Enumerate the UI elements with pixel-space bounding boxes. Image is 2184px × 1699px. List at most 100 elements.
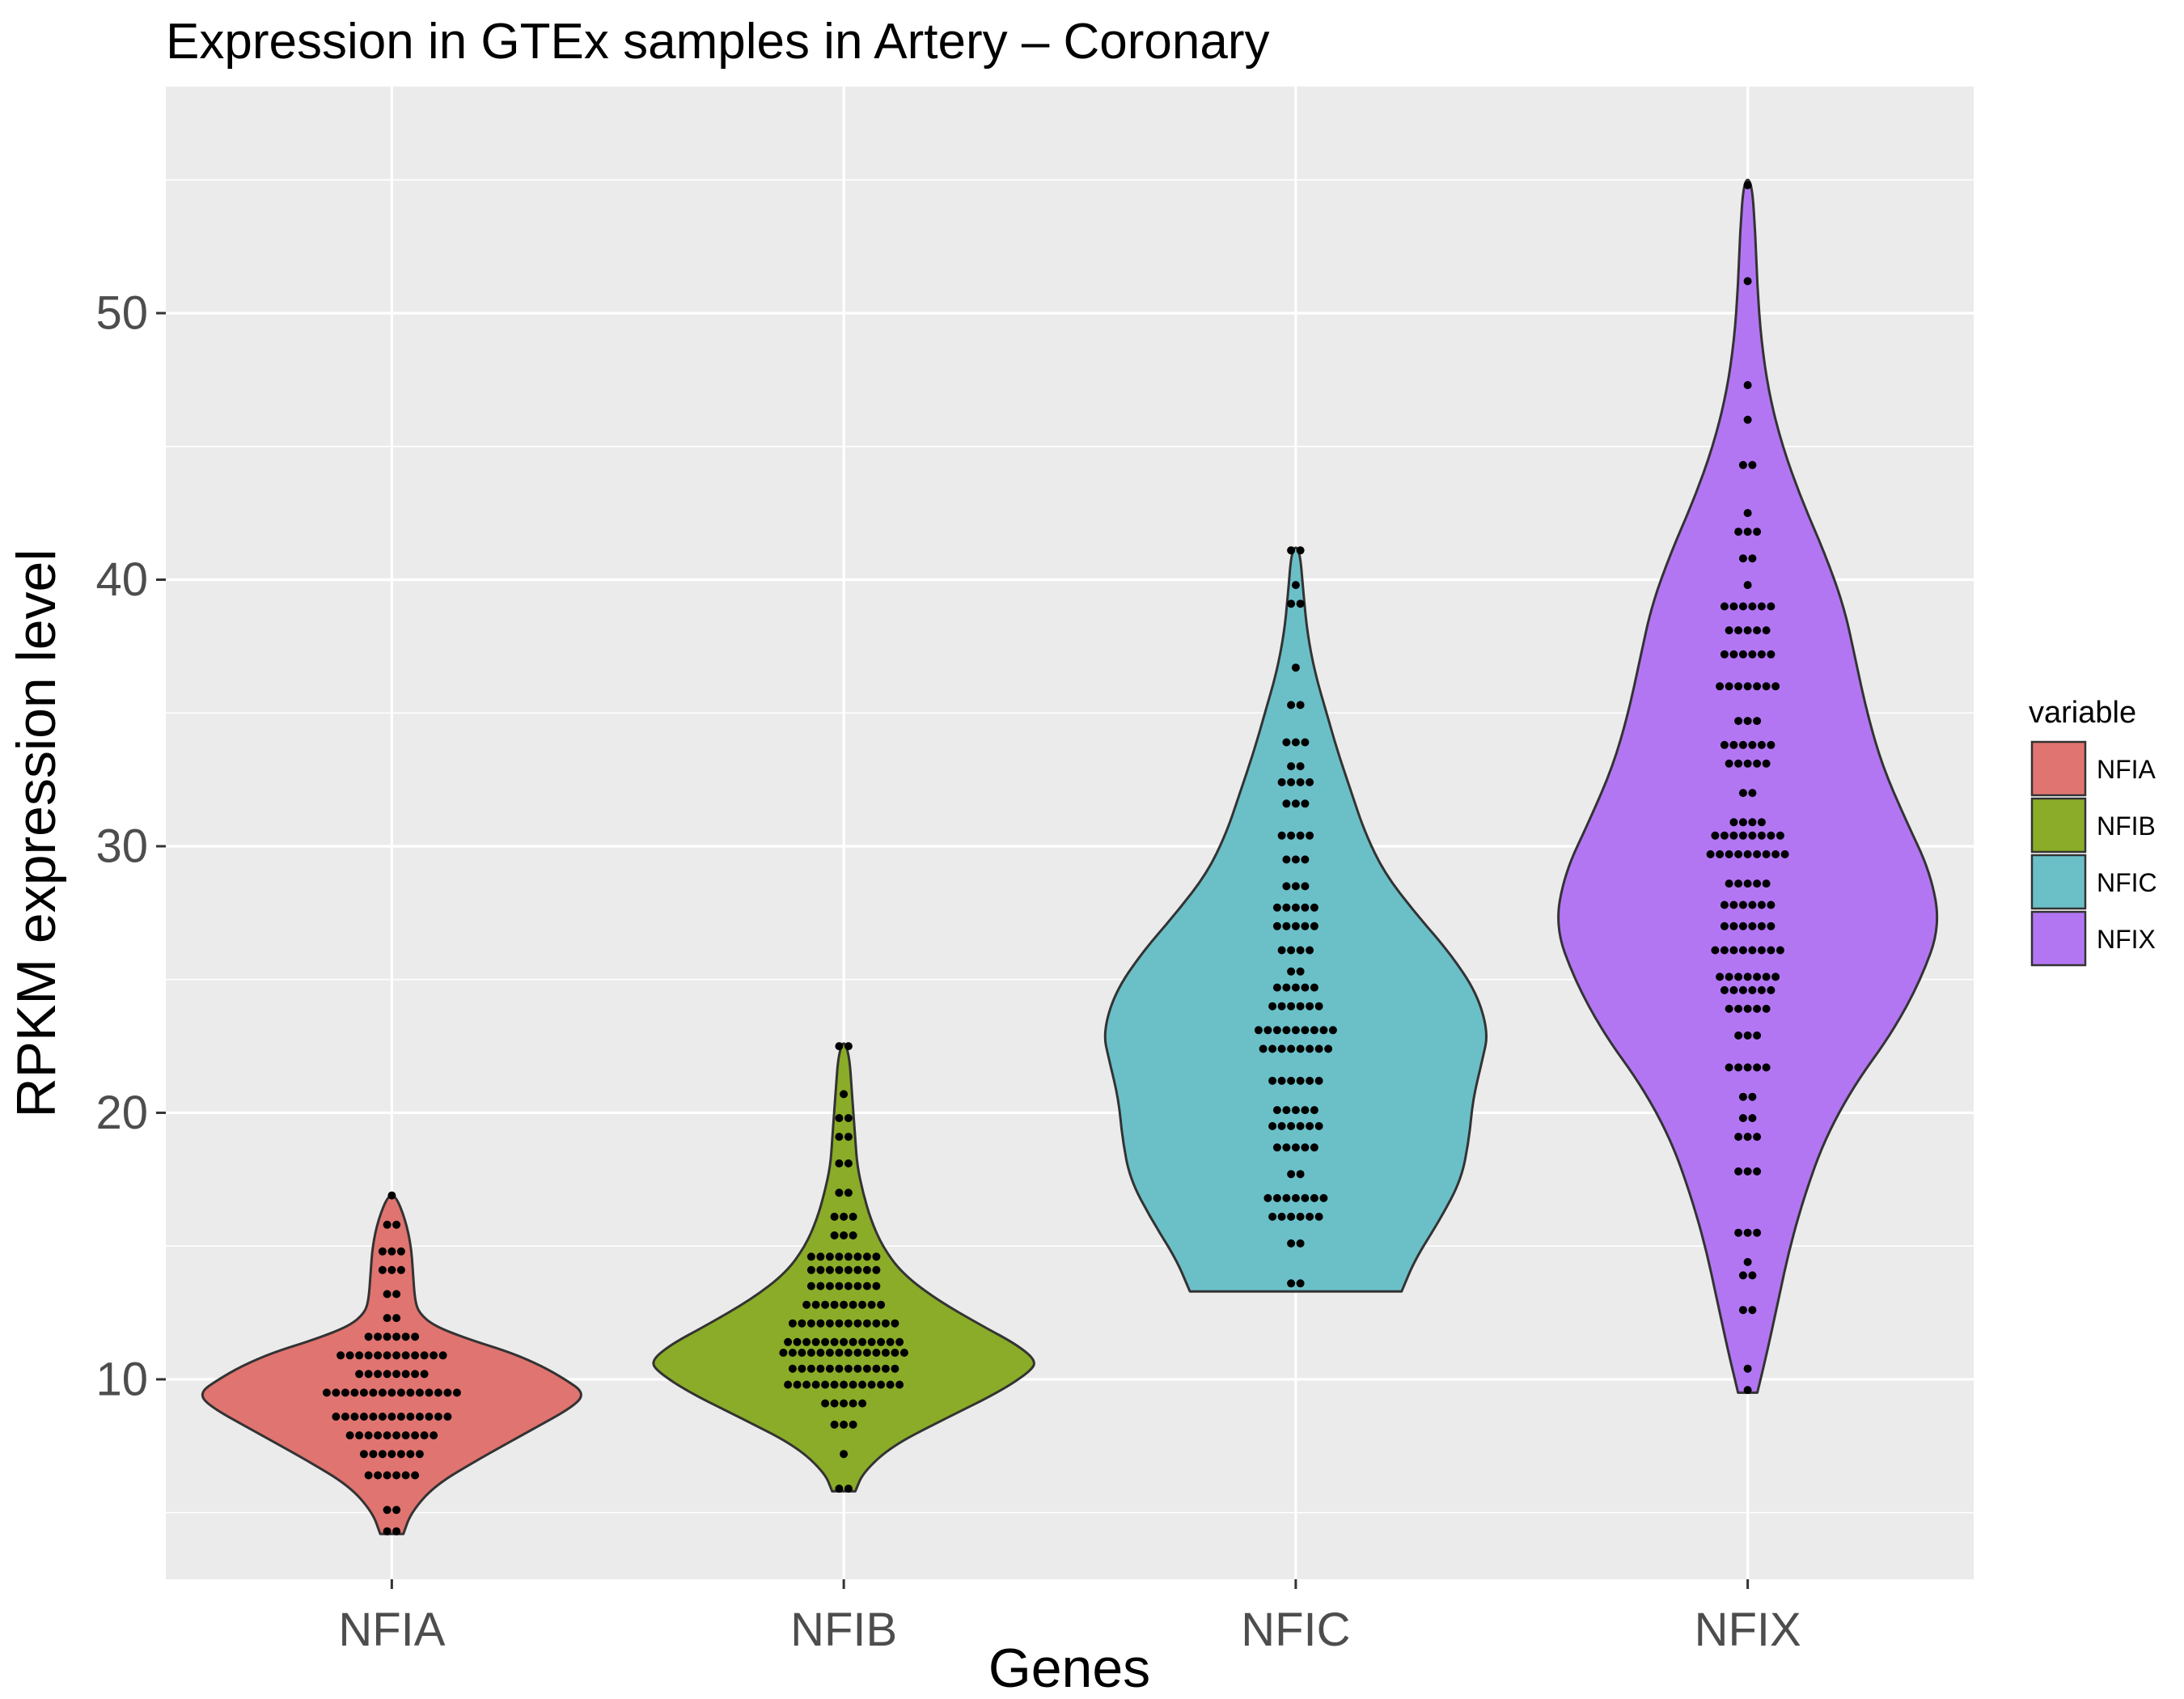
data-point [1743,717,1752,726]
data-point [816,1319,825,1328]
legend-key-nfib [2030,797,2087,854]
data-point [840,1380,849,1389]
dots-nfix [1706,180,1789,1395]
data-point [811,1380,820,1389]
data-point [830,1337,839,1346]
data-point [816,1265,825,1274]
data-point [840,1337,849,1346]
data-point [853,1319,862,1328]
data-point [1738,602,1747,611]
data-point [359,1413,368,1421]
data-point [1725,850,1733,858]
data-point [374,1333,383,1341]
data-point [1729,922,1738,930]
data-point [1743,1031,1752,1040]
data-point [872,1319,881,1328]
data-point [1738,831,1747,840]
data-point [1268,1212,1277,1221]
data-point [881,1319,890,1328]
data-point [840,1090,849,1099]
data-point [840,1450,849,1459]
data-point [383,1314,392,1323]
data-point [1734,717,1743,726]
data-point [1301,922,1310,930]
data-point [825,1282,834,1290]
data-point [396,1388,405,1397]
data-point [401,1351,410,1360]
data-point [840,1399,849,1408]
data-point [1310,1193,1318,1202]
data-point [806,1252,815,1261]
data-point [867,1337,876,1346]
data-point [364,1471,373,1480]
data-point [392,1220,401,1229]
data-point [1753,626,1762,635]
data-point [1729,818,1738,827]
y-axis-title: RPKM expression level [6,549,67,1118]
data-point [1748,922,1757,930]
data-point [1743,1063,1752,1072]
data-point [1306,831,1314,840]
data-point [1743,1133,1752,1142]
data-point [830,1300,839,1309]
data-point [798,1349,806,1357]
data-point [1738,900,1747,909]
data-point [849,1399,857,1408]
data-point [802,1337,811,1346]
data-point [840,1420,849,1429]
data-point [1268,1002,1277,1011]
data-point [411,1333,420,1341]
data-point [1734,1063,1743,1072]
data-point [1753,527,1762,536]
data-point [1743,509,1752,518]
data-point [1743,1257,1752,1266]
data-point [1301,738,1310,747]
data-point [1762,1004,1771,1013]
data-point [830,1399,839,1408]
data-point [1720,922,1729,930]
data-point [383,1333,392,1341]
data-point [1287,1002,1296,1011]
data-point [858,1300,867,1309]
data-point [1738,922,1747,930]
data-point [1296,546,1305,555]
data-point [396,1450,405,1459]
data-point [438,1351,447,1360]
data-point [895,1380,904,1389]
data-point [341,1413,349,1421]
data-point [1743,277,1752,286]
data-point [1287,1121,1296,1130]
data-point [853,1282,862,1290]
data-point [806,1282,815,1290]
data-point [364,1351,373,1360]
data-point [1729,900,1738,909]
data-point [844,1252,853,1261]
data-point [825,1252,834,1261]
legend-label: NFIX [2097,925,2156,954]
data-point [1762,759,1771,768]
data-point [1725,759,1733,768]
data-point [1287,1212,1296,1221]
data-point [1720,602,1729,611]
data-point [844,1265,853,1274]
data-point [387,1247,396,1256]
data-point [401,1471,410,1480]
data-point [1287,777,1296,786]
data-point [387,1265,396,1274]
data-point [1776,831,1784,840]
data-point [1748,818,1757,827]
data-point [811,1337,820,1346]
data-point [1291,855,1300,864]
data-point [392,1527,401,1536]
data-point [1753,1063,1762,1072]
data-point [406,1450,415,1459]
data-point [1743,972,1752,981]
data-point [1762,1063,1771,1072]
data-point [1282,1143,1291,1152]
data-point [1767,602,1776,611]
data-point [1748,831,1757,840]
data-point [1287,1279,1296,1288]
data-point [1272,903,1281,912]
data-point [1771,972,1780,981]
data-point [392,1351,401,1360]
